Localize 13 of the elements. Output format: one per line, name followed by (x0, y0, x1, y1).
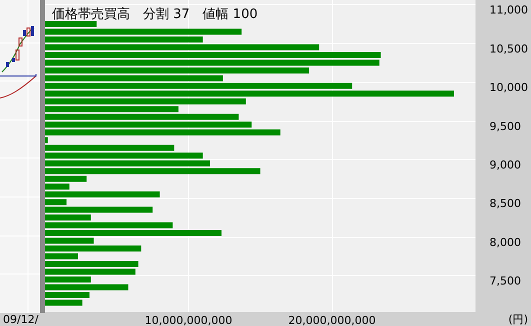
y-tick-label: 10,000 (490, 81, 528, 94)
x-tick-label: 20,000,000,000 (288, 314, 376, 326)
text: 価格帯売買高 分割 37 値幅 100 (52, 6, 258, 22)
y-tick-label: 10,500 (490, 42, 528, 56)
y-tick-label: 8,000 (490, 236, 522, 249)
y-tick-label: 8,500 (490, 197, 522, 210)
y-tick-label: 7,500 (490, 274, 522, 288)
text: 09/12/ (3, 313, 39, 326)
y-axis-title: (円) (508, 313, 528, 326)
y-tick-label: 9,000 (490, 158, 522, 172)
y-tick-label: 11,000 (490, 4, 528, 17)
x-tick-label: 10,000,000,000 (144, 314, 232, 326)
y-tick-label: 9,500 (490, 120, 522, 133)
